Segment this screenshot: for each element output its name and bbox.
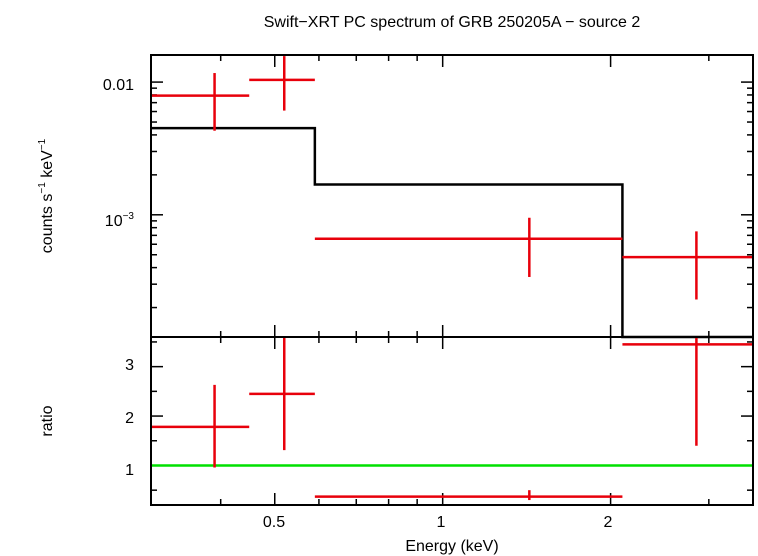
x-axis-label: Energy (keV) [405,538,498,555]
ratio-plot-area [151,337,753,501]
spectrum-data-point-3 [622,231,753,300]
y-axis-label-ratio: ratio [39,405,56,436]
spectrum-panel-frame [150,54,754,338]
y-tick-label-base: 10 [105,213,123,230]
ratio-data-point-1 [249,337,315,451]
model-step-line [151,126,753,339]
spectrum-data-point-2 [314,217,623,277]
x-tick-label-1: 1 [437,514,446,531]
top-panel-ticks [150,55,753,337]
ratio-data-point-0 [151,384,250,468]
chart-title: Swift−XRT PC spectrum of GRB 250205A − s… [264,14,641,31]
spectrum-data-point-0 [151,73,250,131]
ratio-data-point-2 [314,490,623,501]
ratio-data-point-3 [622,337,753,446]
y-axis-label-top: counts s−1 keV−1 [37,138,56,253]
y-tick-label-exponent: −3 [123,211,135,222]
y-tick-label-1e-3: 10−3 [105,211,135,230]
y-tick-label-ratio-2: 2 [125,410,134,427]
x-tick-label-2: 2 [604,514,613,531]
spectrum-plot-area [151,56,753,339]
y-tick-label-ratio-3: 3 [125,357,134,374]
ratio-panel-frame [150,336,754,506]
spectrum-data-point-1 [249,56,315,111]
y-tick-label-ratio-1: 1 [125,462,134,479]
y-tick-label-0.01: 0.01 [103,77,134,94]
x-tick-label-0.5: 0.5 [263,514,285,531]
ratio-panel-ticks [150,337,753,505]
